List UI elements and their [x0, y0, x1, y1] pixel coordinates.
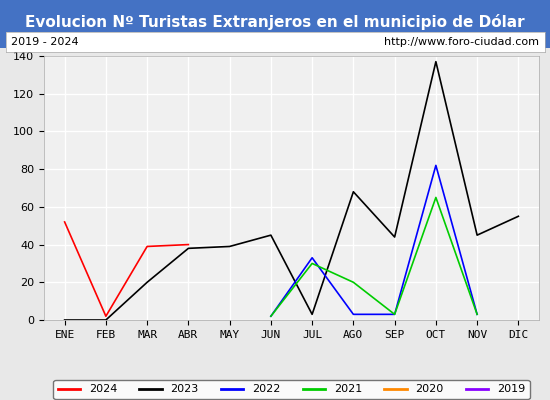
Text: Evolucion Nº Turistas Extranjeros en el municipio de Dólar: Evolucion Nº Turistas Extranjeros en el … [25, 14, 525, 30]
Text: http://www.foro-ciudad.com: http://www.foro-ciudad.com [384, 37, 539, 47]
Legend: 2024, 2023, 2022, 2021, 2020, 2019: 2024, 2023, 2022, 2021, 2020, 2019 [53, 380, 530, 399]
Text: 2019 - 2024: 2019 - 2024 [11, 37, 79, 47]
